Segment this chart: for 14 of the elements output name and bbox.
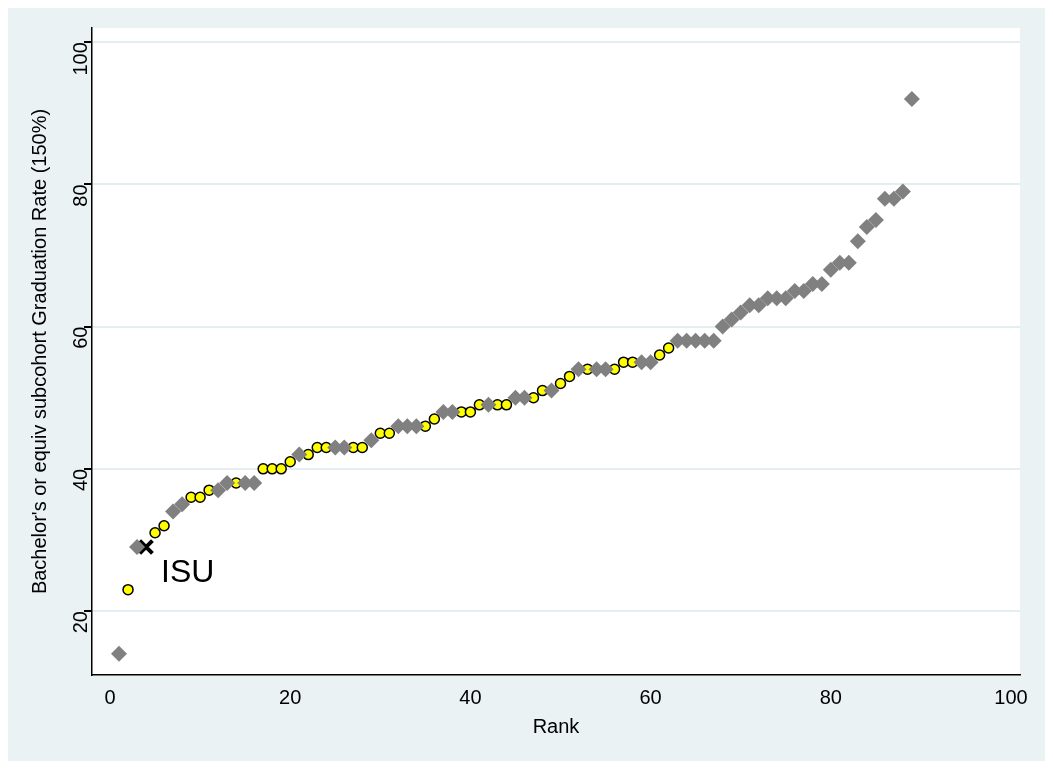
y-tick-label: 20 — [68, 611, 91, 634]
y-tick-label: 100 — [68, 42, 91, 76]
y-tick-label: 40 — [68, 468, 91, 492]
y-tick-label: 80 — [68, 184, 91, 207]
x-axis-title: Rank — [532, 714, 581, 737]
x-tick-label: 0 — [104, 685, 116, 708]
x-tick-label: 20 — [279, 685, 302, 708]
y-axis-title: Bachelor's or equiv subcohort Graduation Rate (150%) — [27, 108, 50, 595]
x-tick-label: 40 — [459, 685, 482, 708]
x-tick-label: 80 — [819, 685, 842, 708]
annotation: ISU — [161, 552, 215, 589]
x-tick-label: 60 — [639, 685, 662, 708]
y-tick-label: 60 — [68, 326, 91, 349]
x-tick-label: 100 — [994, 685, 1028, 708]
